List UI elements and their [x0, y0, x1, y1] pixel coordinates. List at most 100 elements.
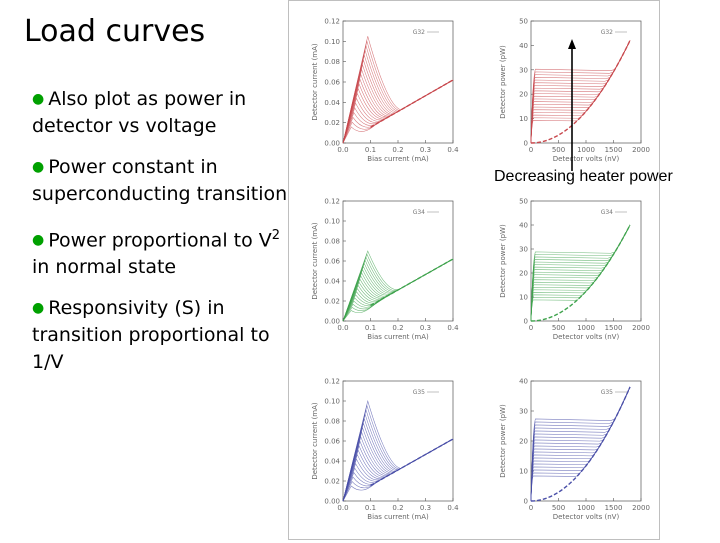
- x-tick-label: 2000: [632, 324, 650, 332]
- bullet-dot-icon: ●: [32, 300, 45, 317]
- x-tick-label: 0.2: [392, 146, 403, 154]
- y-tick-label: 0.04: [324, 458, 340, 466]
- x-axis-label: Bias current (mA): [367, 333, 429, 341]
- load-curve: [342, 399, 454, 502]
- bullet-text: Power constant in superconducting transi…: [32, 156, 288, 205]
- bullet-item-power-vs-voltage: ● Also plot as power in detector vs volta…: [32, 86, 294, 140]
- power-curve: [530, 386, 631, 502]
- y-tick-label: 20: [519, 91, 528, 99]
- x-axis-label: Bias current (mA): [367, 155, 429, 163]
- chart-power-G34: 0 500 1000 1500 2000 0 10 20 30 40 50 Detector volt…: [499, 198, 650, 342]
- normal-state-line: [370, 258, 454, 307]
- chart-current-G34: 0.0 0.1 0.2 0.3 0.4 0.00 0.02 0.04 0.06 0.08 0.10 0…: [311, 198, 459, 342]
- plot-frame: [530, 200, 642, 322]
- legend-label: G35: [601, 389, 613, 396]
- normal-state-line: [370, 79, 454, 128]
- bullet-item-power-proportional: ● Power proportional to V2 in normal stat…: [32, 222, 294, 281]
- y-axis-label: Detector power (pW): [499, 45, 507, 119]
- x-tick-label: 2000: [632, 146, 650, 154]
- y-tick-label: 50: [519, 198, 528, 206]
- x-tick-label: 1500: [605, 324, 623, 332]
- x-axis-label: Detector volts (nV): [553, 333, 620, 341]
- arrow-head-icon: [568, 39, 576, 49]
- x-tick-label: 0.1: [365, 504, 376, 512]
- bullet-dot-icon: ●: [32, 159, 45, 175]
- load-curve: [342, 413, 454, 502]
- y-tick-label: 0.04: [324, 99, 340, 107]
- x-tick-label: 0.0: [337, 324, 348, 332]
- chart-current-G35: 0.0 0.1 0.2 0.3 0.4 0.00 0.02 0.04 0.06 0.08 0.10 0…: [311, 378, 459, 522]
- chart-power-G35: 0 500 1000 1500 2000 0 10 20 30 40 Detector volts …: [499, 378, 650, 522]
- y-tick-label: 0.08: [324, 238, 340, 246]
- load-curve: [342, 408, 454, 502]
- x-tick-label: 2000: [632, 504, 650, 512]
- x-tick-label: 0.1: [365, 146, 376, 154]
- power-curve: [530, 224, 631, 322]
- y-tick-label: 0.00: [324, 498, 340, 506]
- x-tick-label: 1500: [605, 146, 623, 154]
- x-axis-label: Detector volts (nV): [553, 513, 620, 521]
- y-axis-label: Detector current (mA): [311, 43, 319, 121]
- y-axis-label: Detector current (mA): [311, 402, 319, 480]
- figure-frame: 0.0 0.1 0.2 0.3 0.4 0.00 0.02 0.04 0.06 0.08 0.10 0…: [288, 0, 660, 540]
- x-tick-label: 500: [552, 324, 565, 332]
- x-axis-label: Detector volts (nV): [553, 155, 620, 163]
- page-title: Load curves: [24, 14, 206, 49]
- x-tick-label: 1000: [577, 324, 595, 332]
- plot-frame: [530, 20, 642, 144]
- y-tick-label: 0.10: [324, 218, 340, 226]
- load-curve: [342, 73, 454, 144]
- x-tick-label: 0.4: [447, 324, 459, 332]
- v-squared-line: [530, 224, 631, 322]
- chart-power-G32: 0 500 1000 1500 2000 0 10 20 30 40 50 Detector volt…: [499, 18, 650, 164]
- bullet-list: ● Also plot as power in detector vs volta…: [32, 86, 294, 390]
- x-tick-label: 500: [552, 146, 565, 154]
- x-tick-label: 0.4: [447, 146, 459, 154]
- x-tick-label: 0.3: [420, 324, 431, 332]
- y-tick-label: 0.00: [324, 318, 340, 326]
- y-tick-label: 0.10: [324, 398, 340, 406]
- normal-state-line: [370, 438, 454, 487]
- y-tick-label: 0.06: [324, 258, 340, 266]
- load-curve: [342, 417, 454, 502]
- legend-label: G34: [601, 209, 613, 216]
- x-tick-label: 0.3: [420, 504, 431, 512]
- y-tick-label: 0.06: [324, 438, 340, 446]
- x-tick-label: 0: [529, 146, 533, 154]
- bullet-text: Also plot as power in detector vs voltag…: [32, 88, 247, 137]
- y-tick-label: 40: [519, 222, 528, 230]
- bullet-text: Power proportional to V: [48, 229, 272, 252]
- y-tick-label: 40: [519, 42, 528, 50]
- load-curve: [342, 435, 454, 502]
- bullet-dot-icon: ●: [32, 91, 45, 107]
- x-tick-label: 1500: [605, 504, 623, 512]
- y-tick-label: 0.12: [324, 378, 340, 386]
- y-axis-label: Detector power (pW): [499, 224, 507, 298]
- y-tick-label: 0.08: [324, 58, 340, 66]
- y-tick-label: 0.04: [324, 278, 340, 286]
- y-tick-label: 10: [519, 115, 528, 123]
- x-tick-label: 0.1: [365, 324, 376, 332]
- load-curve-figure: 0.0 0.1 0.2 0.3 0.40.000.020.040.060.080.100…: [311, 18, 650, 522]
- x-axis-label: Bias current (mA): [367, 513, 429, 521]
- y-tick-label: 0.10: [324, 38, 340, 46]
- y-tick-label: 0.12: [324, 18, 340, 26]
- y-tick-label: 0.12: [324, 198, 340, 206]
- y-tick-label: 0: [524, 498, 528, 506]
- y-tick-label: 40: [519, 378, 528, 386]
- bullet-text-continued: in normal state: [32, 256, 177, 279]
- y-axis-label: Detector current (mA): [311, 222, 319, 300]
- y-tick-label: 10: [519, 468, 528, 476]
- plot-frame: [342, 20, 454, 144]
- power-curve: [530, 40, 631, 144]
- x-tick-label: 0: [529, 324, 533, 332]
- x-tick-label: 1000: [577, 504, 595, 512]
- chart-current-G32: 0.0 0.1 0.2 0.3 0.4 0.00 0.02 0.04 0.06 0.08 0.10 0…: [311, 18, 459, 164]
- y-tick-label: 0.00: [324, 140, 340, 148]
- load-curve: [342, 49, 454, 144]
- y-tick-label: 30: [519, 246, 528, 254]
- x-tick-label: 0.0: [337, 504, 348, 512]
- y-tick-label: 0: [524, 140, 528, 148]
- y-tick-label: 0.02: [324, 119, 340, 127]
- bullet-text: Responsivity (S) in transition proportio…: [32, 297, 270, 374]
